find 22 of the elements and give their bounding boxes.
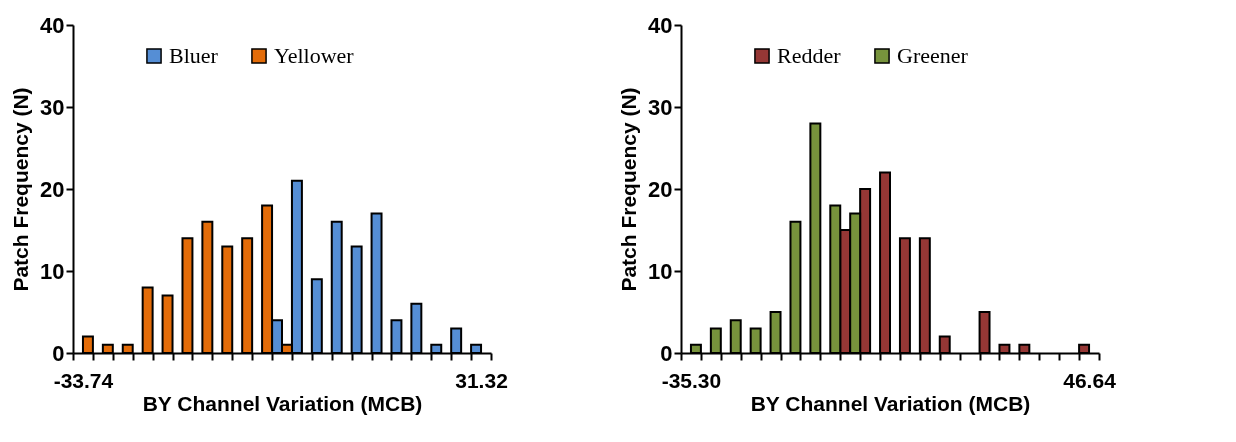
y-tick-label: 40 — [40, 12, 65, 38]
x-tick-label: 46.64 — [1063, 368, 1117, 392]
legend-label: Greener — [897, 43, 969, 68]
y-axis-title: Patch Frequency (N) — [617, 87, 641, 292]
y-tick-label: 10 — [40, 258, 65, 284]
x-tick-label: -33.74 — [53, 368, 114, 392]
y-tick-label: 40 — [648, 12, 673, 38]
x-axis-title: BY Channel Variation (MCB) — [142, 391, 423, 415]
y-tick-label: 20 — [40, 176, 65, 202]
y-tick-label: 20 — [648, 176, 673, 202]
legend-label: Redder — [777, 43, 842, 68]
y-tick-label: 30 — [648, 94, 673, 120]
x-tick-label: 31.32 — [455, 368, 508, 392]
legend-label: Yellower — [274, 43, 355, 68]
x-axis-title: BY Channel Variation (MCB) — [750, 391, 1031, 415]
y-tick-label: 0 — [52, 340, 65, 366]
y-axis-title: Patch Frequency (N) — [9, 87, 33, 292]
y-tick-label: 30 — [40, 94, 65, 120]
legend-label: Bluer — [169, 43, 219, 68]
y-tick-label: 10 — [648, 258, 673, 284]
y-tick-label: 0 — [660, 340, 673, 366]
x-tick-label: -35.30 — [661, 368, 722, 392]
